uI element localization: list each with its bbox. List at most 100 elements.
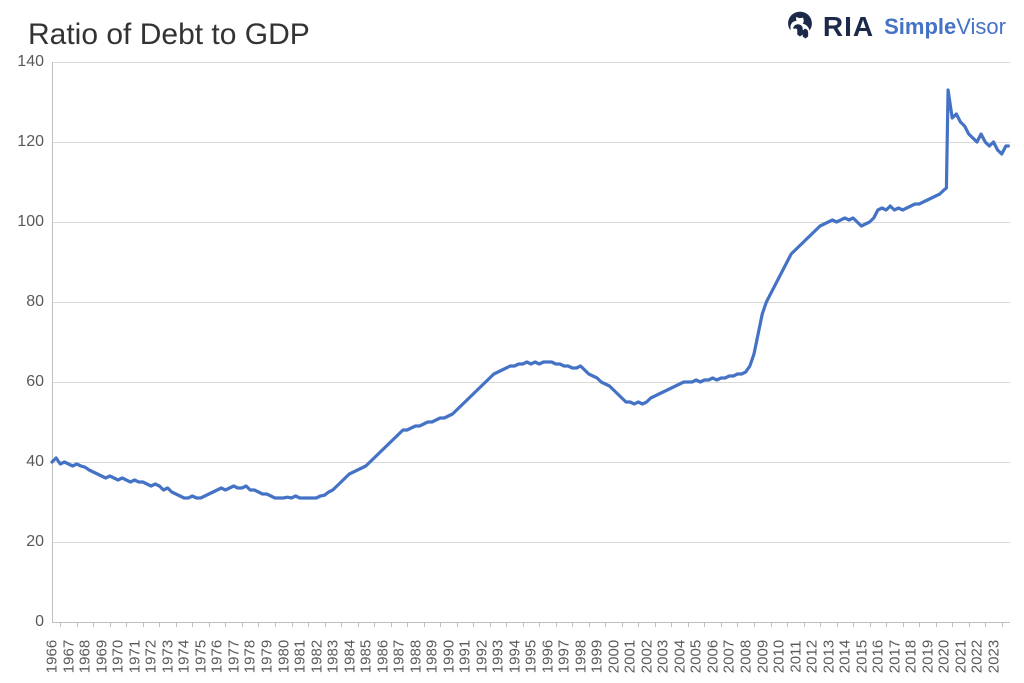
x-tick-mark (126, 622, 127, 627)
x-tick-mark (638, 622, 639, 627)
x-tick-mark (556, 622, 557, 627)
x-tick-label: 1980 (275, 640, 292, 673)
x-tick-label: 2005 (688, 640, 705, 673)
y-tick-label: 60 (26, 373, 52, 391)
simplevisor-light: Visor (956, 14, 1006, 39)
x-tick-mark (539, 622, 540, 627)
x-tick-label: 1991 (457, 640, 474, 673)
x-tick-mark (308, 622, 309, 627)
x-tick-mark (704, 622, 705, 627)
x-tick-mark (754, 622, 755, 627)
x-tick-mark (192, 622, 193, 627)
x-tick-mark (589, 622, 590, 627)
x-tick-mark (622, 622, 623, 627)
x-tick-mark (853, 622, 854, 627)
x-tick-label: 2016 (870, 640, 887, 673)
x-tick-label: 1975 (192, 640, 209, 673)
chart-title: Ratio of Debt to GDP (28, 18, 310, 52)
x-tick-label: 1996 (539, 640, 556, 673)
x-tick-label: 2014 (837, 640, 854, 673)
x-tick-label: 2013 (820, 640, 837, 673)
x-tick-mark (440, 622, 441, 627)
plot-area: 0204060801001201401966196719681969197019… (52, 62, 1010, 622)
branding-block: RIA SimpleVisor (783, 10, 1006, 44)
x-tick-mark (275, 622, 276, 627)
x-tick-label: 2022 (969, 640, 986, 673)
x-tick-label: 1985 (358, 640, 375, 673)
x-tick-label: 2017 (886, 640, 903, 673)
x-tick-label: 2007 (721, 640, 738, 673)
x-tick-label: 1988 (407, 640, 424, 673)
x-tick-label: 1976 (209, 640, 226, 673)
x-tick-mark (258, 622, 259, 627)
x-tick-mark (60, 622, 61, 627)
chart-container: Ratio of Debt to GDP RIA SimpleVisor 020… (0, 0, 1024, 683)
x-tick-mark (721, 622, 722, 627)
x-tick-label: 2012 (804, 640, 821, 673)
x-tick-mark (605, 622, 606, 627)
x-tick-mark (919, 622, 920, 627)
y-tick-label: 140 (17, 53, 52, 71)
x-tick-label: 2004 (671, 640, 688, 673)
y-tick-label: 120 (17, 133, 52, 151)
x-tick-label: 1977 (225, 640, 242, 673)
x-tick-mark (671, 622, 672, 627)
x-tick-label: 1984 (341, 640, 358, 673)
x-tick-mark (886, 622, 887, 627)
y-tick-label: 20 (26, 533, 52, 551)
x-tick-label: 1973 (159, 640, 176, 673)
x-tick-mark (176, 622, 177, 627)
x-tick-label: 1992 (473, 640, 490, 673)
x-tick-mark (936, 622, 937, 627)
x-tick-label: 1997 (556, 640, 573, 673)
x-tick-label: 2015 (853, 640, 870, 673)
x-tick-mark (457, 622, 458, 627)
x-tick-label: 2003 (655, 640, 672, 673)
y-tick-label: 80 (26, 293, 52, 311)
x-tick-mark (506, 622, 507, 627)
x-tick-label: 1999 (589, 640, 606, 673)
x-tick-mark (490, 622, 491, 627)
ria-logo: RIA (783, 10, 874, 44)
x-tick-label: 1981 (292, 640, 309, 673)
x-tick-label: 2018 (903, 640, 920, 673)
x-tick-mark (837, 622, 838, 627)
x-tick-label: 1967 (60, 640, 77, 673)
y-tick-label: 0 (35, 613, 52, 631)
x-tick-label: 1974 (176, 640, 193, 673)
x-tick-mark (870, 622, 871, 627)
x-tick-mark (787, 622, 788, 627)
x-tick-label: 2021 (952, 640, 969, 673)
simplevisor-label: SimpleVisor (884, 14, 1006, 40)
x-tick-mark (292, 622, 293, 627)
x-tick-label: 1979 (258, 640, 275, 673)
x-tick-mark (159, 622, 160, 627)
x-tick-label: 2011 (787, 640, 804, 672)
x-tick-mark (424, 622, 425, 627)
x-tick-label: 1994 (506, 640, 523, 673)
x-tick-label: 2001 (622, 640, 639, 673)
x-tick-mark (77, 622, 78, 627)
x-tick-mark (985, 622, 986, 627)
x-tick-label: 2006 (704, 640, 721, 673)
x-tick-mark (820, 622, 821, 627)
x-tick-mark (225, 622, 226, 627)
x-tick-mark (110, 622, 111, 627)
x-tick-label: 1986 (374, 640, 391, 673)
x-tick-mark (523, 622, 524, 627)
x-tick-label: 1970 (110, 640, 127, 673)
x-tick-label: 1990 (440, 640, 457, 673)
x-tick-mark (325, 622, 326, 627)
x-tick-label: 2002 (638, 640, 655, 673)
x-tick-label: 1969 (93, 640, 110, 673)
line-series (52, 62, 1010, 622)
x-tick-mark (473, 622, 474, 627)
x-tick-mark (358, 622, 359, 627)
x-tick-mark (242, 622, 243, 627)
x-tick-label: 2020 (936, 640, 953, 673)
x-tick-mark (804, 622, 805, 627)
x-tick-label: 1998 (572, 640, 589, 673)
x-tick-mark (688, 622, 689, 627)
x-tick-mark (771, 622, 772, 627)
gridline (52, 622, 1010, 623)
